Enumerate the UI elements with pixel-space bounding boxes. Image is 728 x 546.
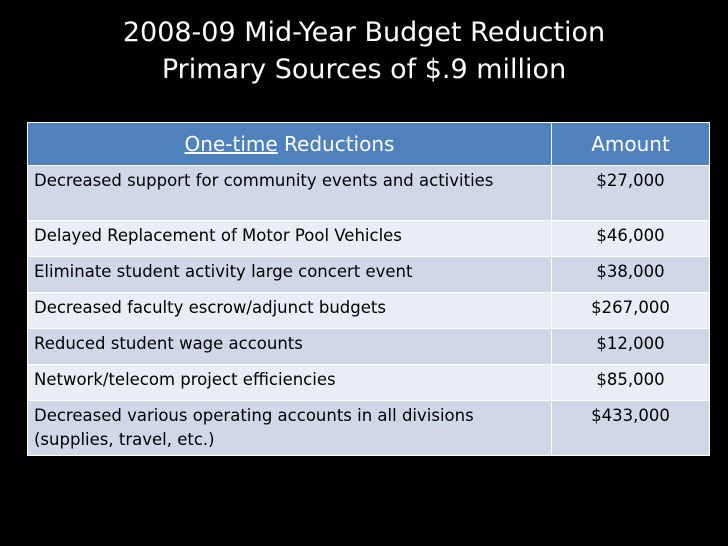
row-amount: $85,000 <box>551 364 710 401</box>
budget-reduction-table: One-time Reductions Amount Decreased sup… <box>27 122 710 456</box>
table-row: Decreased support for community events a… <box>27 165 710 221</box>
slide-title: 2008-09 Mid-Year Budget Reduction Primar… <box>0 14 728 88</box>
row-description: Reduced student wage accounts <box>27 328 552 365</box>
row-description: Eliminate student activity large concert… <box>27 256 552 293</box>
header-amount: Amount <box>551 122 710 166</box>
slide-title-line-2: Primary Sources of $.9 million <box>161 54 567 85</box>
table-row: Delayed Replacement of Motor Pool Vehicl… <box>27 220 710 257</box>
row-description: Decreased support for community events a… <box>27 165 552 221</box>
header-one-time-word: One-time <box>184 132 278 156</box>
table-row: Decreased faculty escrow/adjunct budgets… <box>27 292 710 329</box>
header-reductions: One-time Reductions <box>27 122 552 166</box>
table-row: Network/telecom project efficiencies $85… <box>27 364 710 401</box>
table-row: Reduced student wage accounts $12,000 <box>27 328 710 365</box>
row-amount: $46,000 <box>551 220 710 257</box>
slide-title-line-1: 2008-09 Mid-Year Budget Reduction <box>122 17 606 48</box>
row-amount: $267,000 <box>551 292 710 329</box>
row-amount: $38,000 <box>551 256 710 293</box>
row-description: Network/telecom project efficiencies <box>27 364 552 401</box>
row-amount: $12,000 <box>551 328 710 365</box>
table-row: Decreased various operating accounts in … <box>27 400 710 456</box>
row-amount: $27,000 <box>551 165 710 221</box>
row-description: Decreased various operating accounts in … <box>27 400 552 456</box>
table-row: Eliminate student activity large concert… <box>27 256 710 293</box>
row-amount: $433,000 <box>551 400 710 456</box>
row-description: Delayed Replacement of Motor Pool Vehicl… <box>27 220 552 257</box>
row-description: Decreased faculty escrow/adjunct budgets <box>27 292 552 329</box>
table-header-row: One-time Reductions Amount <box>27 122 710 166</box>
header-reductions-word: Reductions <box>277 132 395 156</box>
